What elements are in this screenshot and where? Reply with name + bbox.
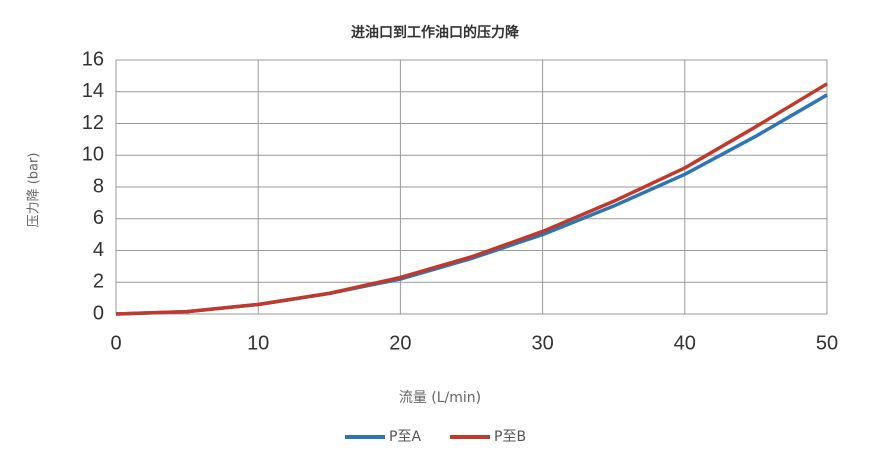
data-line bbox=[115, 82, 828, 316]
x-tick-label: 0 bbox=[110, 332, 121, 354]
x-axis-label: 流量 (L/min) bbox=[399, 390, 481, 406]
y-tick-label: 8 bbox=[93, 175, 104, 197]
y-tick-label: 16 bbox=[82, 48, 104, 70]
y-tick-label: 6 bbox=[93, 207, 104, 229]
x-tick-label: 50 bbox=[816, 332, 838, 354]
x-tick-label: 30 bbox=[531, 332, 553, 354]
x-tick-label: 20 bbox=[389, 332, 411, 354]
y-tick-label: 0 bbox=[93, 302, 104, 324]
chart-title: 进油口到工作油口的压力降 bbox=[351, 24, 520, 41]
data-line bbox=[115, 93, 828, 316]
y-tick-label: 14 bbox=[82, 80, 104, 102]
y-tick-label: 12 bbox=[82, 112, 104, 134]
y-tick-label: 4 bbox=[93, 239, 104, 261]
y-axis-label: 压力降 (bar) bbox=[27, 153, 42, 228]
y-tick-label: 10 bbox=[82, 144, 104, 166]
x-tick-label: 10 bbox=[247, 332, 269, 354]
x-tick-label: 40 bbox=[674, 332, 696, 354]
legend-label: P至B bbox=[494, 429, 526, 445]
legend-label: P至A bbox=[389, 429, 421, 445]
y-tick-label: 2 bbox=[93, 271, 104, 293]
